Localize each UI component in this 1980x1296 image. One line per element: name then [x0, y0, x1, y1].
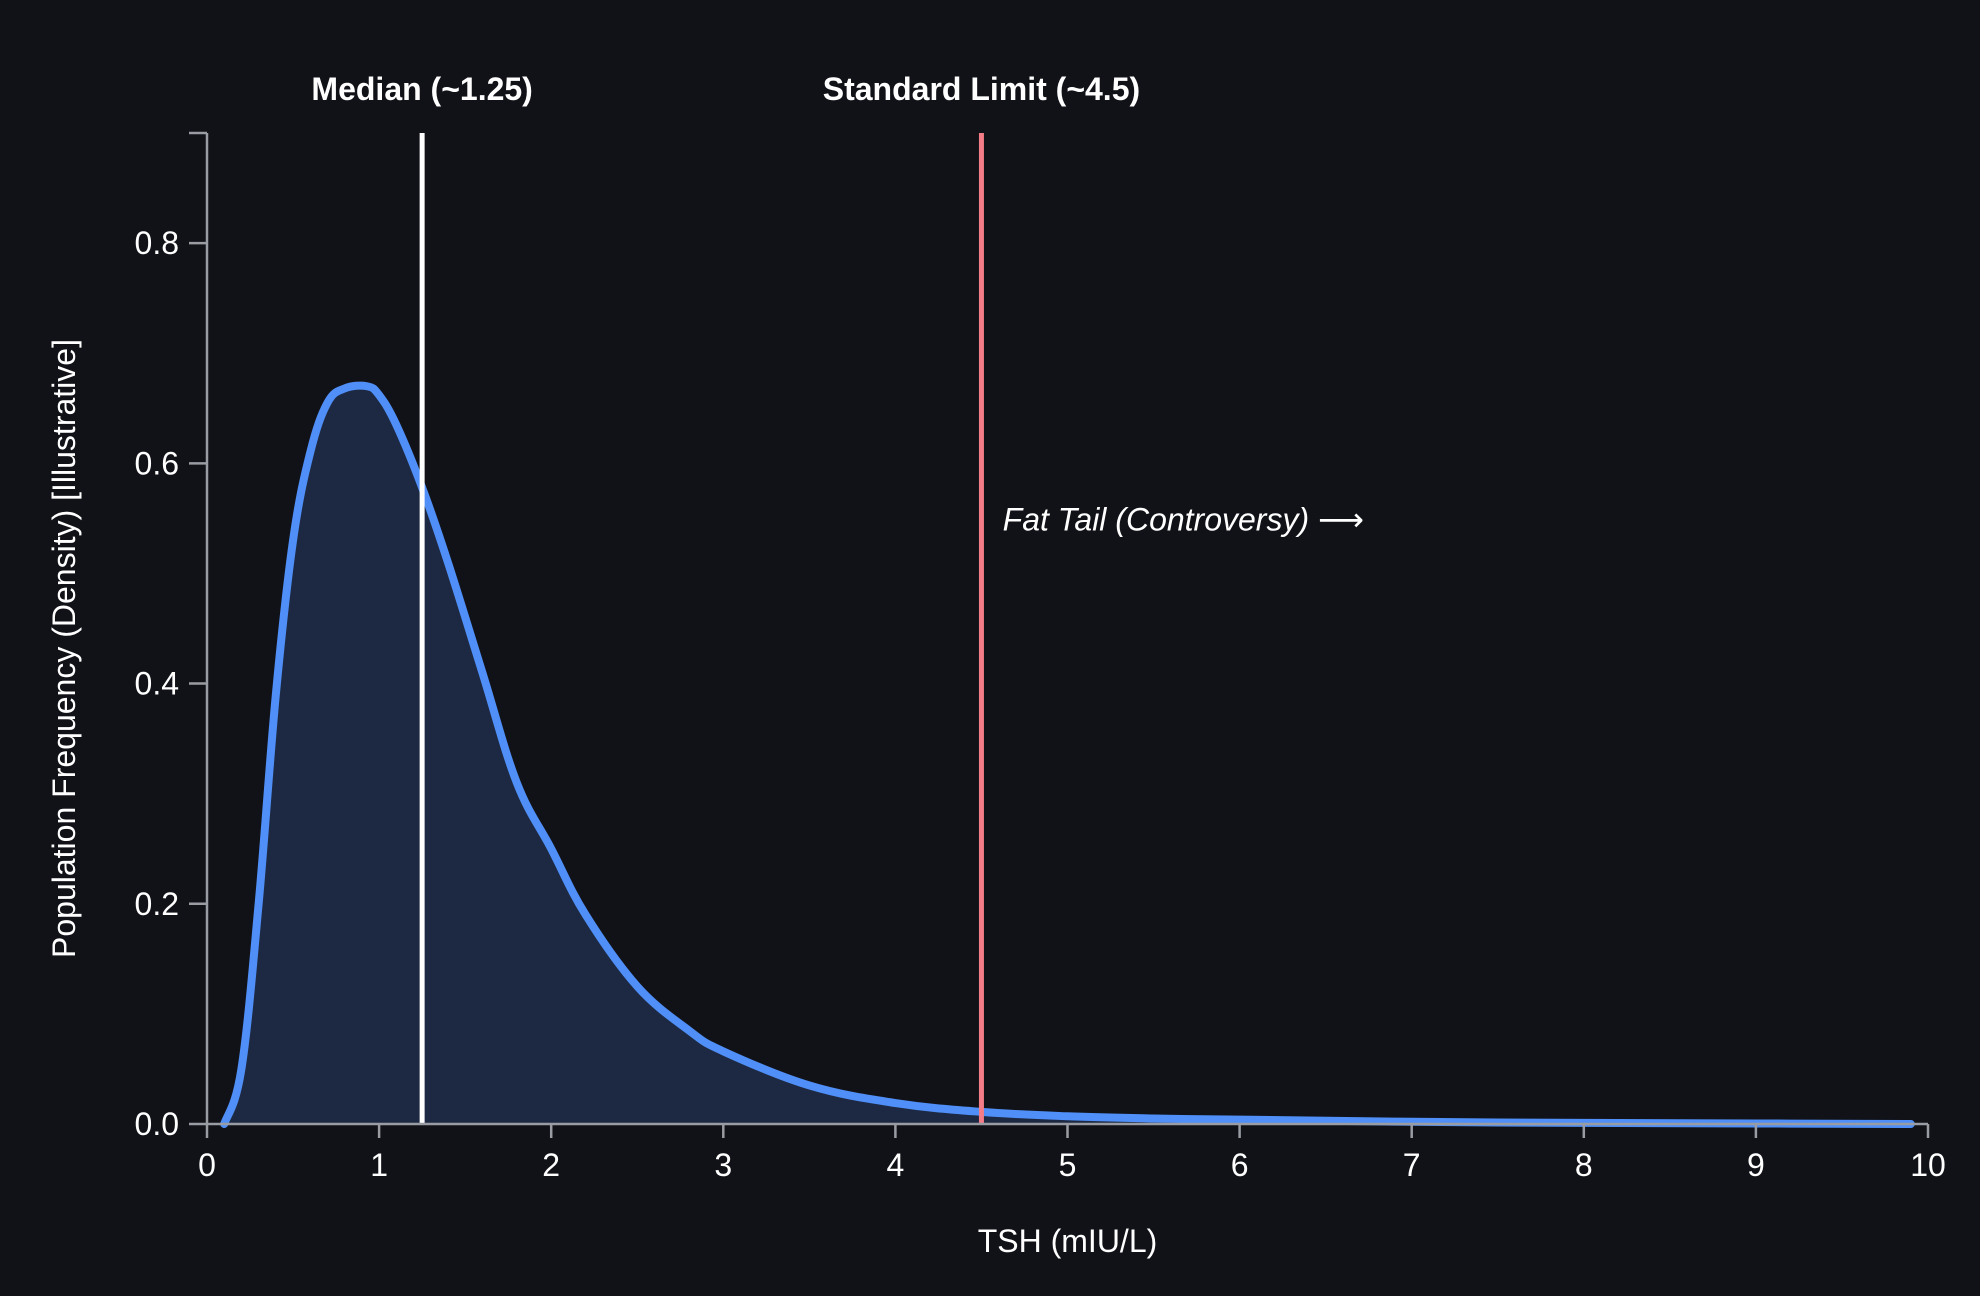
y-axis-ticks: 0.0 0.2 0.4 0.6 0.8: [135, 131, 207, 1142]
y-tick-label: 0.8: [135, 225, 179, 261]
x-tick-label: 5: [1059, 1147, 1077, 1183]
y-tick-label: 0.0: [135, 1106, 179, 1142]
x-axis-title: TSH (mIU/L): [978, 1223, 1158, 1259]
x-tick-label: 10: [1910, 1147, 1946, 1183]
density-area-fill: [224, 385, 1911, 1125]
y-tick-label: 0.4: [135, 666, 179, 702]
fat-tail-annotation: Fat Tail (Controversy) ⟶: [1003, 501, 1364, 537]
standard-limit-label: Standard Limit (~4.5): [823, 71, 1140, 107]
x-tick-label: 4: [887, 1147, 905, 1183]
x-tick-label: 3: [714, 1147, 732, 1183]
y-axis-title: Population Frequency (Density) [Illustra…: [46, 339, 82, 958]
x-tick-label: 9: [1747, 1147, 1765, 1183]
x-tick-label: 6: [1231, 1147, 1249, 1183]
x-tick-label: 8: [1575, 1147, 1593, 1183]
x-tick-label: 7: [1403, 1147, 1421, 1183]
y-tick-label: 0.6: [135, 445, 179, 481]
y-tick-label: 0.2: [135, 886, 179, 922]
median-label: Median (~1.25): [311, 71, 532, 107]
x-axis-ticks: 0 1 2 3 4 5 6 7 8 9 10: [198, 1124, 1946, 1183]
x-tick-label: 1: [370, 1147, 388, 1183]
x-tick-label: 0: [198, 1147, 216, 1183]
x-tick-label: 2: [542, 1147, 560, 1183]
density-curve-line: [220, 381, 1915, 1128]
